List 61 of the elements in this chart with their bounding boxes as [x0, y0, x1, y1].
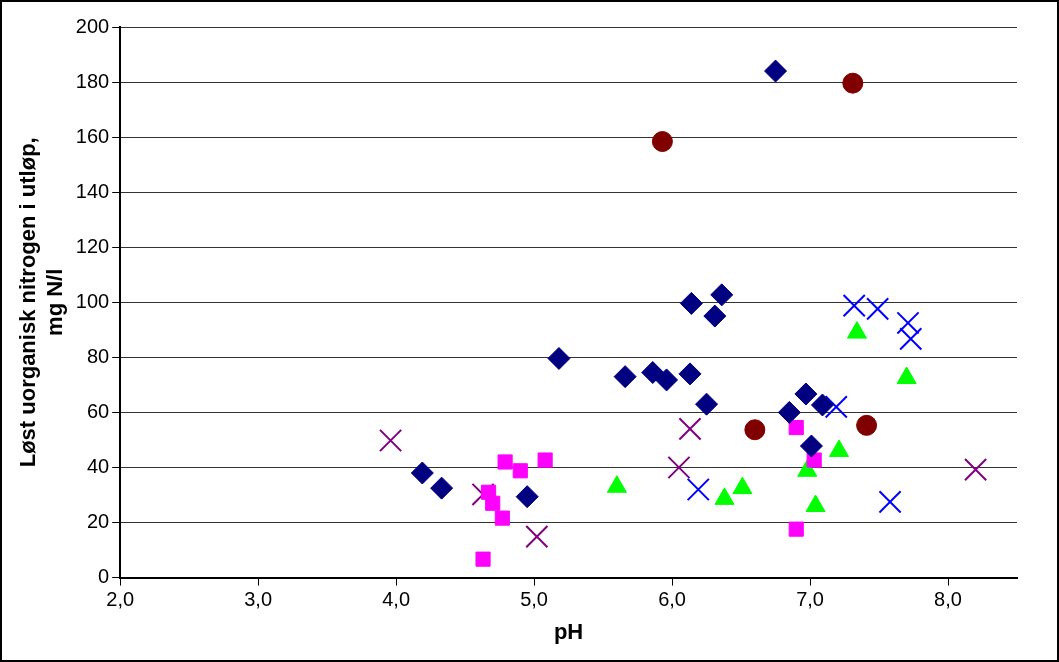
point — [655, 368, 679, 392]
point — [378, 428, 403, 453]
point — [679, 291, 703, 315]
point — [430, 476, 454, 500]
y-tick-label: 20 — [86, 510, 110, 533]
x-axis-title: pH — [553, 618, 584, 644]
y-tick-label: 40 — [86, 455, 110, 477]
point — [686, 477, 710, 502]
x-tick-label: 7,0 — [796, 588, 824, 611]
point — [744, 419, 766, 441]
point — [703, 304, 727, 328]
x-tick-label: 8,0 — [934, 588, 962, 611]
point — [537, 452, 553, 468]
x-tick-label: 6,0 — [658, 588, 686, 611]
point — [678, 362, 702, 386]
point — [497, 454, 513, 470]
point — [512, 463, 528, 479]
y-tick-label: 160 — [75, 124, 110, 147]
point — [695, 392, 719, 416]
y-tick-label: 60 — [86, 399, 110, 422]
point — [485, 495, 501, 511]
y-axis-title: Løst uorganisk nitrogen i utløp, mg N/l — [15, 137, 67, 468]
point — [842, 72, 864, 94]
point — [856, 414, 878, 436]
point — [667, 455, 691, 480]
y-tick-label: 200 — [75, 14, 110, 37]
point — [842, 294, 866, 318]
point — [896, 311, 920, 335]
point — [475, 551, 491, 567]
point — [764, 59, 788, 83]
point — [777, 400, 801, 424]
x-tick-label: 5,0 — [520, 588, 548, 611]
point — [613, 365, 637, 389]
point — [964, 458, 988, 482]
y-tick-label: 100 — [75, 289, 110, 312]
point — [824, 395, 848, 419]
point — [810, 393, 834, 417]
x-tick-label: 4,0 — [382, 588, 411, 611]
point — [547, 346, 571, 370]
point — [899, 327, 923, 351]
point — [525, 524, 549, 549]
point — [794, 382, 818, 406]
point — [788, 419, 804, 436]
point — [410, 461, 434, 485]
point — [866, 297, 890, 321]
y-tick-label: 180 — [75, 69, 110, 92]
point — [651, 131, 673, 153]
point — [878, 490, 902, 514]
y-tick-label: 0 — [98, 565, 110, 588]
y-tick-label: 140 — [75, 179, 110, 202]
x-tick-label: 2,0 — [106, 588, 135, 611]
x-tick-label: 3,0 — [244, 588, 273, 611]
point — [678, 417, 702, 441]
y-tick-label: 80 — [86, 344, 110, 367]
point — [515, 485, 539, 509]
point — [799, 434, 823, 458]
point — [494, 510, 510, 526]
point — [710, 283, 734, 307]
point — [641, 361, 665, 384]
point — [788, 521, 804, 537]
y-tick-label: 120 — [75, 234, 110, 257]
